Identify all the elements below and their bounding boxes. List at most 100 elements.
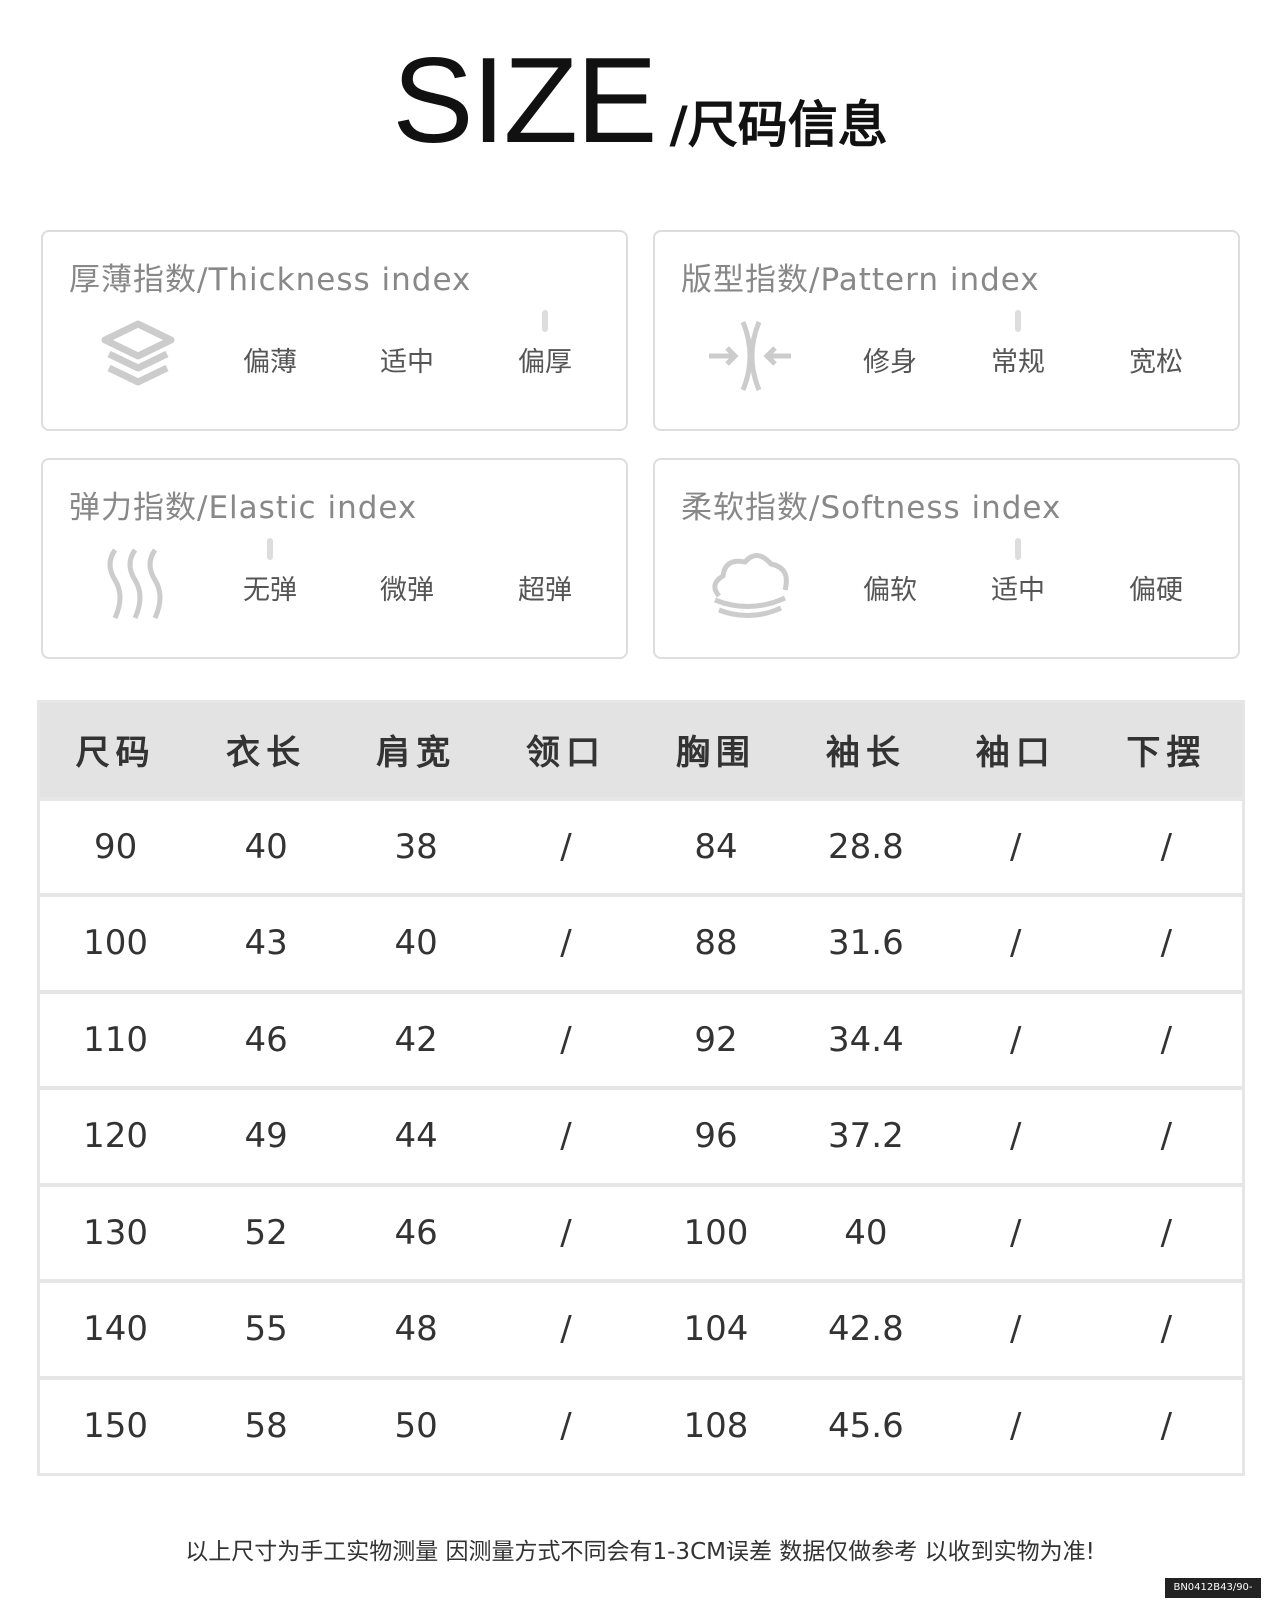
column-header: 袖长 bbox=[790, 701, 941, 799]
table-cell: 88 bbox=[640, 893, 791, 992]
table-cell: / bbox=[491, 893, 641, 992]
table-cell: 49 bbox=[191, 1086, 342, 1185]
size-table: 尺码 衣长 肩宽 领口 胸围 袖长 袖口 下摆 90 40 38/84 28.8//100 43 40/… bbox=[37, 700, 1245, 1476]
size-subheading: /尺码信息 bbox=[669, 96, 888, 154]
table-cell: 90 bbox=[38, 796, 192, 895]
table-cell: 45.6 bbox=[790, 1375, 941, 1474]
table-cell: / bbox=[491, 1086, 641, 1185]
index-card: 厚薄指数/Thickness index 偏薄 适中 偏厚 bbox=[41, 230, 628, 431]
table-cell: / bbox=[1090, 989, 1244, 1088]
table-cell: 110 bbox=[38, 989, 192, 1088]
index-card: 柔软指数/Softness index 偏软 适中 偏硬 bbox=[653, 458, 1240, 659]
table-cell: 108 bbox=[640, 1375, 791, 1474]
index-title: 弹力指数/Elastic index bbox=[69, 490, 418, 526]
index-title: 厚薄指数/Thickness index bbox=[69, 262, 472, 298]
table-cell: / bbox=[1090, 1182, 1244, 1281]
table-cell: 42.8 bbox=[790, 1279, 941, 1378]
table-cell: 92 bbox=[640, 989, 791, 1088]
table-row: 120 49 44/96 37.2// bbox=[38, 1086, 1244, 1185]
index-title: 版型指数/Pattern index bbox=[681, 262, 1040, 298]
index-option: 偏厚 bbox=[518, 347, 572, 378]
table-cell: 34.4 bbox=[790, 989, 941, 1088]
table-row: 100 43 40/88 31.6// bbox=[38, 893, 1244, 992]
table-cell: 31.6 bbox=[790, 893, 941, 992]
table-cell: / bbox=[1090, 1086, 1244, 1185]
table-cell: / bbox=[940, 796, 1091, 895]
table-cell: / bbox=[491, 989, 641, 1088]
column-header: 袖口 bbox=[940, 701, 1091, 799]
page-title: SIZE/尺码信息 bbox=[0, 30, 1280, 170]
table-cell: 130 bbox=[38, 1182, 192, 1281]
table-cell: 40 bbox=[790, 1182, 941, 1281]
table-cell: 100 bbox=[640, 1182, 791, 1281]
column-header: 领口 bbox=[491, 701, 641, 799]
table-cell: 104 bbox=[640, 1279, 791, 1378]
table-cell: 100 bbox=[38, 893, 192, 992]
index-option: 偏薄 bbox=[243, 347, 297, 378]
table-row: 110 46 42/92 34.4// bbox=[38, 989, 1244, 1088]
table-cell: / bbox=[940, 1375, 1091, 1474]
cloud-icon bbox=[705, 544, 795, 624]
table-row: 150 58 50/108 45.6// bbox=[38, 1375, 1244, 1474]
selected-marker bbox=[267, 538, 273, 560]
size-heading: SIZE bbox=[392, 32, 657, 168]
table-cell: / bbox=[940, 989, 1091, 1088]
index-option: 修身 bbox=[863, 347, 917, 378]
table-cell: 58 bbox=[191, 1375, 342, 1474]
table-cell: 84 bbox=[640, 796, 791, 895]
disclaimer: 以上尺寸为手工实物测量 因测量方式不同会有1-3CM误差 数据仅做参考 以收到实… bbox=[185, 1539, 1095, 1565]
table-cell: 52 bbox=[191, 1182, 342, 1281]
table-cell: / bbox=[1090, 1375, 1244, 1474]
table-cell: 140 bbox=[38, 1279, 192, 1378]
table-cell: 44 bbox=[341, 1086, 492, 1185]
selected-marker bbox=[542, 310, 548, 332]
table-cell: 40 bbox=[341, 893, 492, 992]
index-option: 适中 bbox=[380, 347, 434, 378]
index-card: 弹力指数/Elastic index 无弹 微弹 超弹 bbox=[41, 458, 628, 659]
table-cell: / bbox=[940, 893, 1091, 992]
table-cell: / bbox=[491, 1279, 641, 1378]
table-cell: 150 bbox=[38, 1375, 192, 1474]
fit-arrows-icon bbox=[705, 316, 795, 396]
stretch-waves-icon bbox=[93, 544, 183, 624]
table-header: 尺码 衣长 肩宽 领口 胸围 袖长 袖口 下摆 bbox=[38, 701, 1244, 799]
selected-marker bbox=[1015, 310, 1021, 332]
table-cell: / bbox=[491, 796, 641, 895]
product-code: BN0412B43/90-150 bbox=[1165, 1578, 1261, 1613]
table-cell: / bbox=[940, 1279, 1091, 1378]
index-option: 偏硬 bbox=[1129, 575, 1183, 606]
table-cell: 42 bbox=[341, 989, 492, 1088]
column-header: 胸围 bbox=[640, 701, 791, 799]
index-option: 适中 bbox=[991, 575, 1045, 606]
column-header: 肩宽 bbox=[341, 701, 492, 799]
index-title: 柔软指数/Softness index bbox=[681, 490, 1062, 526]
column-header: 衣长 bbox=[191, 701, 342, 799]
table-cell: 55 bbox=[191, 1279, 342, 1378]
table-cell: 96 bbox=[640, 1086, 791, 1185]
table-cell: 46 bbox=[341, 1182, 492, 1281]
table-cell: 28.8 bbox=[790, 796, 941, 895]
table-cell: 40 bbox=[191, 796, 342, 895]
table-cell: 120 bbox=[38, 1086, 192, 1185]
column-header: 下摆 bbox=[1090, 701, 1244, 799]
table-cell: / bbox=[1090, 893, 1244, 992]
index-card: 版型指数/Pattern index 修身 常规 宽松 bbox=[653, 230, 1240, 431]
index-option: 超弹 bbox=[518, 575, 572, 606]
layers-icon bbox=[93, 316, 183, 396]
selected-marker bbox=[1015, 538, 1021, 560]
table-row: 90 40 38/84 28.8// bbox=[38, 796, 1244, 895]
index-option: 常规 bbox=[991, 347, 1045, 378]
table-cell: / bbox=[1090, 796, 1244, 895]
table-cell: 43 bbox=[191, 893, 342, 992]
index-option: 偏软 bbox=[863, 575, 917, 606]
table-cell: / bbox=[940, 1086, 1091, 1185]
index-option: 宽松 bbox=[1129, 347, 1183, 378]
table-cell: 46 bbox=[191, 989, 342, 1088]
column-header: 尺码 bbox=[38, 701, 192, 799]
table-cell: / bbox=[1090, 1279, 1244, 1378]
table-cell: 50 bbox=[341, 1375, 492, 1474]
table-cell: / bbox=[491, 1375, 641, 1474]
table-row: 130 52 46/100 40// bbox=[38, 1182, 1244, 1281]
table-cell: / bbox=[491, 1182, 641, 1281]
table-row: 140 55 48/104 42.8// bbox=[38, 1279, 1244, 1378]
